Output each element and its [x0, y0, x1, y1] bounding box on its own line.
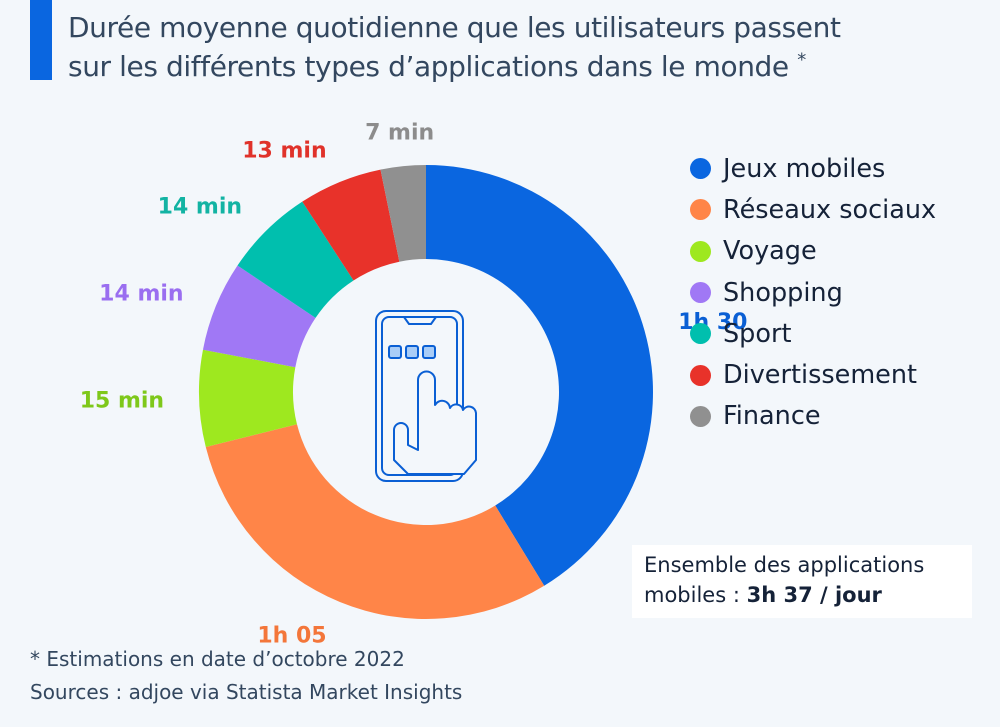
total-line-1: Ensemble des applications [644, 553, 925, 577]
total-value: 3h 37 / jour [746, 583, 882, 607]
title-accent-bar [30, 0, 52, 80]
legend-item-divertissement: Divertissement [690, 354, 936, 395]
legend-label: Sport [723, 318, 792, 349]
donut-data-labels: 1h 30 1h 05 15 min 14 min 14 min 13 min 7 min [80, 120, 748, 648]
legend-swatch-icon [690, 199, 711, 221]
legend-swatch-icon [690, 323, 711, 345]
smartphone-tap-icon [375, 310, 477, 482]
app-tile-1 [388, 345, 402, 359]
legend-item-reseaux-sociaux: Réseaux sociaux [690, 189, 936, 230]
slice-divertissement [302, 169, 400, 281]
footnotes: * Estimations en date d’octobre 2022 Sou… [30, 643, 462, 709]
data-label-finance: 7 min [365, 120, 434, 145]
chart-title: Durée moyenne quotidienne que les utilis… [68, 8, 988, 86]
app-tile-3 [422, 345, 436, 359]
total-summary-box: Ensemble des applications mobiles : 3h 3… [632, 545, 972, 618]
legend-swatch-icon [690, 364, 711, 386]
slice-jeux-mobiles [426, 165, 653, 586]
footnote-source: Sources : adjoe via Statista Market Insi… [30, 680, 463, 704]
slice-finance [380, 165, 426, 262]
data-label-divertissement: 13 min [242, 139, 326, 164]
hand-outline [393, 370, 477, 475]
slice-reseaux-sociaux [205, 424, 545, 619]
total-prefix: mobiles : [644, 583, 747, 607]
app-tile-2 [405, 345, 419, 359]
legend-item-jeux-mobiles: Jeux mobiles [690, 148, 936, 189]
legend-label: Réseaux sociaux [723, 194, 937, 225]
legend-item-voyage: Voyage [690, 231, 936, 272]
legend-item-shopping: Shopping [690, 272, 936, 313]
legend-label: Voyage [723, 236, 817, 267]
legend-label: Divertissement [723, 360, 918, 391]
legend-label: Finance [723, 401, 821, 432]
footnote-estimate: * Estimations en date d’octobre 2022 [30, 647, 405, 671]
phone-outer-outline [375, 310, 464, 482]
legend-label: Jeux mobiles [723, 153, 886, 184]
slice-voyage [199, 349, 297, 448]
data-label-voyage: 15 min [80, 389, 164, 414]
legend-swatch-icon [690, 282, 711, 304]
title-line-2: sur les différents types d’applications … [68, 50, 789, 83]
legend-swatch-icon [690, 158, 711, 180]
phone-notch [403, 316, 437, 325]
legend-swatch-icon [690, 240, 711, 262]
title-footnote-mark: * [797, 49, 806, 71]
legend-item-finance: Finance [690, 396, 936, 437]
total-line-2: mobiles : 3h 37 / jour [644, 580, 972, 610]
title-line-1: Durée moyenne quotidienne que les utilis… [68, 11, 841, 44]
legend: Jeux mobiles Réseaux sociaux Voyage Shoppin… [690, 148, 936, 437]
slice-sport [237, 201, 354, 318]
data-label-reseaux-sociaux: 1h 05 [257, 623, 326, 648]
data-label-shopping: 14 min [99, 282, 183, 307]
data-label-jeux-mobiles: 1h 30 [678, 310, 747, 335]
slice-shopping [202, 265, 316, 368]
legend-label: Shopping [723, 277, 843, 308]
legend-item-sport: Sport [690, 313, 936, 354]
legend-swatch-icon [690, 405, 711, 427]
donut-slices [199, 165, 653, 619]
data-label-sport: 14 min [158, 194, 242, 219]
